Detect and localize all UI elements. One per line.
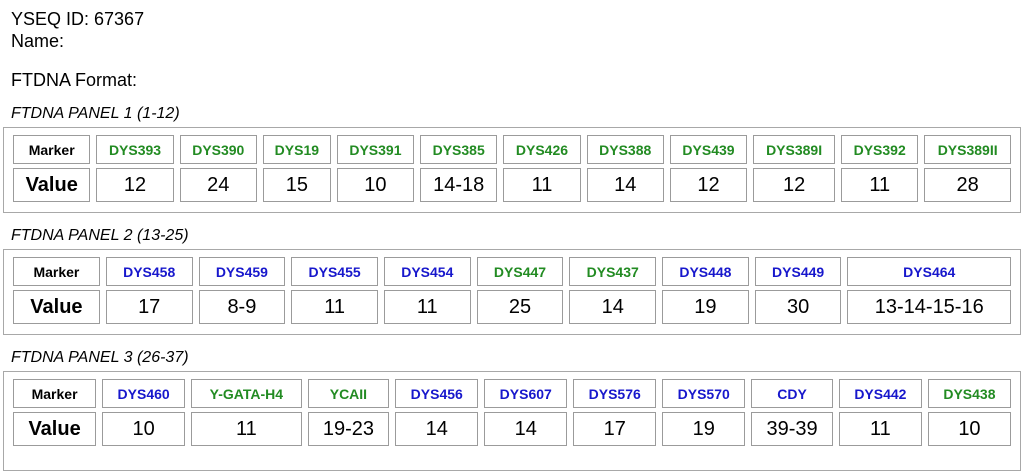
name-line: Name: bbox=[11, 31, 65, 51]
marker-name-cell: DYS385 bbox=[420, 135, 498, 164]
marker-value-cell: 30 bbox=[754, 290, 842, 324]
marker-name-cell: DYS464 bbox=[847, 257, 1011, 286]
marker-name-cell: DYS448 bbox=[662, 257, 749, 286]
marker-row-label: Marker bbox=[13, 135, 91, 164]
marker-value-cell: 24 bbox=[179, 168, 257, 202]
marker-value-cell: 28 bbox=[924, 168, 1011, 202]
marker-name-cell: DYS455 bbox=[291, 257, 378, 286]
marker-name-cell: DYS389I bbox=[753, 135, 836, 164]
panel-1: FTDNA PANEL 1 (1-12) Marker DYS393 DYS390 DY… bbox=[3, 104, 1021, 213]
marker-value-cell: 10 bbox=[102, 412, 186, 446]
marker-name-cell: DYS447 bbox=[476, 257, 564, 286]
marker-name-cell: DYS454 bbox=[383, 257, 471, 286]
marker-table: Marker DYS460 Y-GATA-H4 YCAII DYS456 DYS607 DY… bbox=[7, 375, 1017, 450]
marker-value-cell: 14 bbox=[586, 168, 664, 202]
marker-name-cell: DYS391 bbox=[336, 135, 415, 164]
marker-name-cell: DYS442 bbox=[838, 379, 922, 408]
marker-value-cell: 12 bbox=[753, 168, 836, 202]
value-row-label: Value bbox=[13, 290, 100, 324]
marker-value-cell: 11 bbox=[383, 290, 471, 324]
marker-name-cell: DYS576 bbox=[573, 379, 657, 408]
marker-name-cell: DYS607 bbox=[484, 379, 568, 408]
marker-name-cell: DYS459 bbox=[198, 257, 286, 286]
format-heading: FTDNA Format: bbox=[11, 70, 138, 90]
panel-table-box: Marker DYS458 DYS459 DYS455 DYS454 DYS447 DYS4… bbox=[3, 249, 1021, 335]
marker-value-cell: 15 bbox=[262, 168, 331, 202]
marker-name-cell: YCAII bbox=[307, 379, 390, 408]
marker-value-cell: 19 bbox=[662, 290, 749, 324]
marker-name-cell: Y-GATA-H4 bbox=[191, 379, 302, 408]
panels-container: FTDNA PANEL 1 (1-12) Marker DYS393 DYS390 DY… bbox=[3, 104, 1021, 471]
value-row-label: Value bbox=[13, 168, 91, 202]
marker-value-cell: 11 bbox=[191, 412, 302, 446]
marker-value-cell: 11 bbox=[838, 412, 922, 446]
panel-title: FTDNA PANEL 1 (1-12) bbox=[11, 105, 180, 122]
yseq-id-line: YSEQ ID: 67367 bbox=[11, 9, 145, 29]
marker-name-cell: DYS437 bbox=[569, 257, 657, 286]
marker-table: Marker DYS458 DYS459 DYS455 DYS454 DYS447 DYS4… bbox=[7, 253, 1017, 328]
marker-row: Marker DYS460 Y-GATA-H4 YCAII DYS456 DYS607 DY… bbox=[13, 379, 1011, 408]
value-row: Value 10 11 19-23 14 14 17 19 39-39 11 10 bbox=[13, 412, 1011, 446]
marker-value-cell: 10 bbox=[927, 412, 1011, 446]
panel-table-box: Marker DYS393 DYS390 DYS19 DYS391 DYS385 DYS42… bbox=[3, 127, 1021, 213]
marker-value-cell: 14 bbox=[569, 290, 657, 324]
marker-value-cell: 39-39 bbox=[751, 412, 833, 446]
marker-row: Marker DYS393 DYS390 DYS19 DYS391 DYS385 DYS42… bbox=[13, 135, 1011, 164]
marker-value-cell: 11 bbox=[291, 290, 378, 324]
panel-title: FTDNA PANEL 2 (13-25) bbox=[11, 227, 189, 244]
marker-value-cell: 11 bbox=[503, 168, 581, 202]
marker-value-cell: 17 bbox=[573, 412, 657, 446]
panel-3: FTDNA PANEL 3 (26-37) Marker DYS460 Y-GATA-… bbox=[3, 348, 1021, 471]
value-row-label: Value bbox=[13, 412, 97, 446]
panel-table-box: Marker DYS460 Y-GATA-H4 YCAII DYS456 DYS607 DY… bbox=[3, 371, 1021, 471]
marker-name-cell: CDY bbox=[751, 379, 833, 408]
value-row: Value 12 24 15 10 14-18 11 14 12 12 11 28 bbox=[13, 168, 1011, 202]
marker-value-cell: 10 bbox=[336, 168, 415, 202]
marker-name-cell: DYS389II bbox=[924, 135, 1011, 164]
marker-value-cell: 14 bbox=[395, 412, 479, 446]
marker-name-cell: DYS439 bbox=[669, 135, 748, 164]
panel-title: FTDNA PANEL 3 (26-37) bbox=[11, 349, 189, 366]
marker-name-cell: DYS390 bbox=[179, 135, 257, 164]
marker-row-label: Marker bbox=[13, 379, 97, 408]
marker-value-cell: 17 bbox=[105, 290, 193, 324]
marker-name-cell: DYS570 bbox=[662, 379, 746, 408]
marker-name-cell: DYS438 bbox=[927, 379, 1011, 408]
marker-name-cell: DYS19 bbox=[262, 135, 331, 164]
marker-value-cell: 12 bbox=[669, 168, 748, 202]
marker-name-cell: DYS426 bbox=[503, 135, 581, 164]
marker-table: Marker DYS393 DYS390 DYS19 DYS391 DYS385 DYS42… bbox=[7, 131, 1017, 206]
marker-row: Marker DYS458 DYS459 DYS455 DYS454 DYS447 DYS4… bbox=[13, 257, 1011, 286]
marker-name-cell: DYS460 bbox=[102, 379, 186, 408]
panel-2: FTDNA PANEL 2 (13-25) Marker DYS458 DYS459 D… bbox=[3, 226, 1021, 335]
marker-value-cell: 12 bbox=[96, 168, 174, 202]
marker-name-cell: DYS393 bbox=[96, 135, 174, 164]
marker-value-cell: 14-18 bbox=[420, 168, 498, 202]
marker-name-cell: DYS456 bbox=[395, 379, 479, 408]
marker-value-cell: 14 bbox=[484, 412, 568, 446]
marker-name-cell: DYS449 bbox=[754, 257, 842, 286]
marker-value-cell: 11 bbox=[841, 168, 919, 202]
marker-value-cell: 13-14-15-16 bbox=[847, 290, 1011, 324]
marker-value-cell: 25 bbox=[476, 290, 564, 324]
marker-value-cell: 8-9 bbox=[198, 290, 286, 324]
marker-value-cell: 19 bbox=[662, 412, 746, 446]
marker-name-cell: DYS458 bbox=[105, 257, 193, 286]
marker-row-label: Marker bbox=[13, 257, 100, 286]
marker-value-cell: 19-23 bbox=[307, 412, 390, 446]
marker-name-cell: DYS388 bbox=[586, 135, 664, 164]
marker-name-cell: DYS392 bbox=[841, 135, 919, 164]
value-row: Value 17 8-9 11 11 25 14 19 30 13-14-15-16 bbox=[13, 290, 1011, 324]
